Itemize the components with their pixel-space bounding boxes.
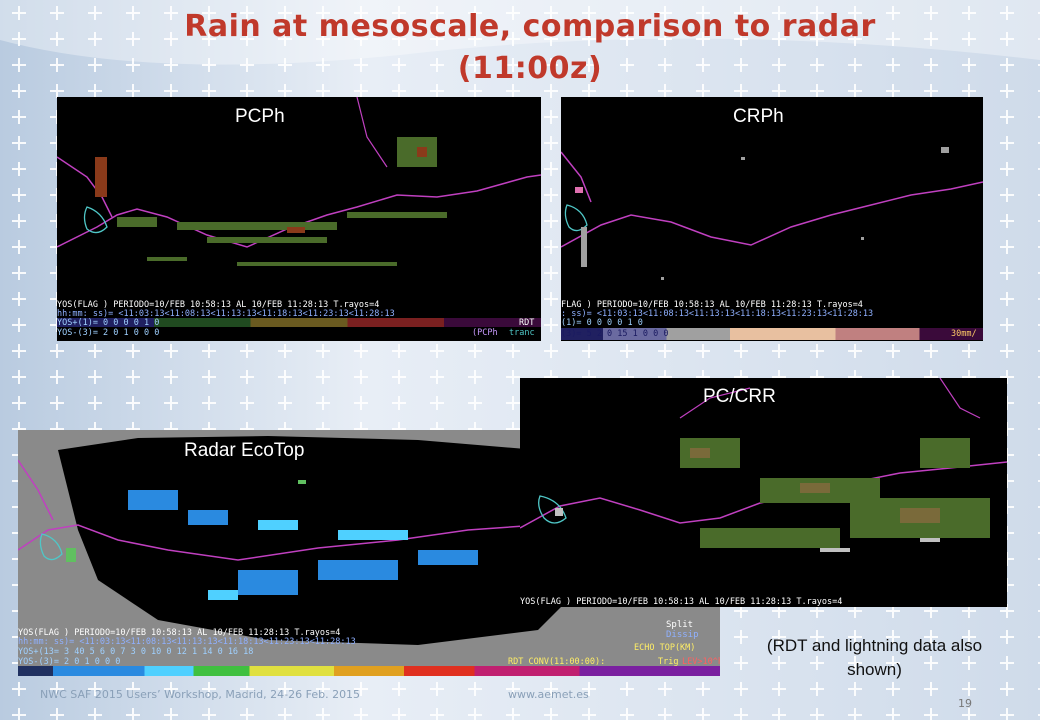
crph-color-bar (561, 328, 983, 340)
radar-legend-dissip: Dissip (666, 630, 699, 640)
radar-color-bar (18, 666, 720, 676)
panel-pcph: PCPh YOS(FLAG ) PERIODO=10/FEB 10:58:13 … (57, 97, 541, 341)
pcph-tag: (PCPh (472, 328, 498, 338)
pccrr-status-line1: YOS(FLAG ) PERIODO=10/FEB 10:58:13 AL 10… (520, 597, 843, 607)
radar-label: Radar EcoTop (184, 440, 305, 461)
slide-title-line2: (11:00z) (457, 51, 603, 86)
page-number: 19 (958, 697, 972, 710)
footer-workshop: NWC SAF 2015 Users’ Workshop, Madrid, 24… (40, 688, 361, 701)
crph-map (561, 147, 983, 280)
panel-pc-crr: PC/CRR YOS(FLAG ) PERIODO=10/FEB 10:58:1… (520, 378, 1007, 607)
crph-status-line3: (1)= 0 0 0 0 1 0 (561, 318, 643, 328)
pcph-color-bar (57, 318, 541, 327)
pcph-tag-tranc: tranc (509, 328, 535, 338)
crph-status-line1: FLAG ) PERIODO=10/FEB 10:58:13 AL 10/FEB… (561, 300, 863, 310)
footer-url[interactable]: www.aemet.es (508, 688, 589, 701)
radar-status-line2: hh:mm: ss)= <11:03:13<11:08:13<11:13:13<… (18, 637, 356, 647)
radar-tag: RDT CONV(11:00:00): (508, 657, 606, 667)
radar-map (18, 436, 578, 645)
radar-status-line4: YOS-(3)= 2 0 1 0 0 0 (18, 657, 121, 667)
radar-legend-trig: Trig (658, 657, 679, 667)
radar-status-line1: YOS(FLAG ) PERIODO=10/FEB 10:58:13 AL 10… (18, 628, 341, 638)
panel-crph: CRPh FLAG ) PERIODO=10/FEB 10:58:13 AL 1… (561, 97, 983, 341)
rdt-lightning-note: (RDT and lightning data also shown) (766, 636, 983, 679)
pccrr-map (520, 378, 1007, 552)
crph-label: CRPh (733, 106, 784, 127)
slide-title: Rain at mesoscale, comparison to radar (… (150, 6, 910, 90)
slide-title-line1: Rain at mesoscale, comparison to radar (184, 9, 876, 44)
radar-legend-split: Split (666, 620, 694, 630)
crph-tag: 30mm/ (951, 329, 977, 339)
pcph-status-line3: YOS+(1)= 0 0 0 0 1 0 (57, 318, 160, 328)
pcph-map (57, 97, 541, 266)
crph-status-line2: : ss)= <11:03:13<11:08:13<11:13:13<11:18… (561, 309, 874, 319)
radar-legend-echotop: ECHO TOP(KM) (634, 643, 696, 653)
pcph-tag-rdt: RDT (519, 318, 535, 328)
radar-status-line3: YOS+(13= 3 40 5 6 0 7 3 0 10 0 12 1 14 0… (18, 647, 254, 657)
pcph-status-line1: YOS(FLAG ) PERIODO=10/FEB 10:58:13 AL 10… (57, 300, 380, 310)
crph-status-line4: (3)= 5 2 0 15 1 0 0 0 (561, 329, 669, 339)
pcph-status-line4: YOS-(3)= 2 0 1 0 0 0 (57, 328, 160, 338)
pcph-label: PCPh (235, 106, 285, 127)
radar-legend: Split Dissip (666, 620, 699, 640)
pccrr-label: PC/CRR (703, 386, 776, 407)
pcph-status-line2: hh:mm: ss)= <11:03:13<11:08:13<11:13:13<… (57, 309, 395, 319)
radar-legend-lev: LEV>10^h (682, 657, 720, 667)
